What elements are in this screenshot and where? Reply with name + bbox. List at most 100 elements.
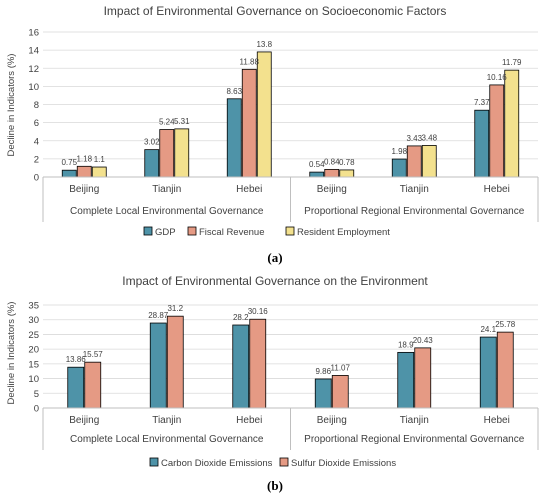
- bar: [84, 361, 102, 409]
- y-tick-label: 14: [28, 46, 39, 57]
- bar: [91, 166, 107, 178]
- group-label: Complete Local Environmental Governance: [70, 206, 264, 217]
- y-tick-label: 12: [28, 64, 39, 75]
- bar: [504, 69, 520, 178]
- bar: [256, 51, 272, 178]
- y-axis-label: Decline in Indicators (%): [6, 302, 17, 405]
- data-label: 5.31: [174, 117, 190, 126]
- x-tick-label: Hebei: [484, 184, 510, 195]
- bar: [241, 68, 257, 178]
- data-label: 31.2: [167, 304, 183, 313]
- y-tick-label: 0: [34, 404, 39, 415]
- data-label: 28.87: [148, 311, 169, 320]
- y-tick-label: 15: [28, 359, 39, 370]
- bar: [309, 171, 325, 178]
- y-tick-label: 2: [34, 154, 39, 165]
- data-label: 1.98: [391, 147, 407, 156]
- bar: [226, 98, 242, 178]
- legend-entry: GDP: [155, 227, 176, 238]
- group-label: Complete Local Environmental Governance: [70, 434, 264, 445]
- y-tick-label: 6: [34, 118, 39, 129]
- group-label: Proportional Regional Environmental Gove…: [304, 434, 525, 445]
- y-tick-label: 20: [28, 345, 39, 356]
- data-label: 10.16: [487, 73, 508, 82]
- data-label: 24.1: [480, 325, 496, 334]
- y-tick-label: 8: [34, 100, 39, 111]
- data-label: 0.78: [339, 158, 355, 167]
- data-label: 30.16: [248, 307, 269, 316]
- data-label: 11.07: [331, 363, 351, 372]
- data-label: 8.63: [226, 87, 242, 96]
- chart-title: Impact of Environmental Governance on th…: [122, 274, 428, 288]
- y-tick-label: 25: [28, 330, 39, 341]
- panel-a-chart: Impact of Environmental Governance on So…: [6, 4, 539, 265]
- data-label: 11.88: [240, 57, 260, 66]
- data-label: 0.54: [309, 160, 325, 169]
- bar: [421, 145, 437, 178]
- data-label: 11.79: [502, 58, 522, 67]
- bar: [149, 322, 167, 409]
- bar: [479, 336, 497, 409]
- bar: [339, 169, 355, 178]
- panel-label: (a): [267, 250, 282, 265]
- bar: [397, 351, 415, 409]
- legend-entry: Resident Employment: [297, 227, 390, 238]
- x-tick-label: Tianjin: [152, 184, 181, 195]
- data-label: 1.1: [94, 155, 106, 164]
- x-tick-label: Hebei: [236, 184, 262, 195]
- bar: [314, 378, 332, 409]
- y-tick-label: 10: [28, 374, 39, 385]
- bar: [489, 84, 505, 178]
- panel-label: (b): [267, 478, 283, 493]
- x-tick-label: Hebei: [484, 415, 510, 426]
- legend-swatch: [285, 226, 295, 236]
- x-tick-label: Beijing: [69, 415, 99, 426]
- data-label: 9.86: [315, 367, 331, 376]
- data-label: 1.18: [76, 154, 92, 163]
- bar: [232, 324, 250, 409]
- bar: [474, 109, 490, 178]
- bar: [174, 128, 190, 178]
- data-label: 20.43: [413, 336, 434, 345]
- bar: [159, 129, 175, 178]
- y-tick-label: 16: [28, 28, 39, 39]
- bar: [249, 318, 267, 409]
- y-tick-label: 10: [28, 82, 39, 93]
- bar: [496, 331, 514, 409]
- data-label: 3.43: [406, 134, 422, 143]
- data-label: 3.02: [144, 138, 160, 147]
- x-tick-label: Hebei: [236, 415, 262, 426]
- bar: [67, 366, 85, 409]
- bar: [61, 169, 77, 178]
- y-tick-label: 35: [28, 301, 39, 312]
- data-label: 13.8: [256, 40, 272, 49]
- x-tick-label: Tianjin: [400, 415, 429, 426]
- group-label: Proportional Regional Environmental Gove…: [304, 206, 525, 217]
- bar: [414, 347, 432, 409]
- bar: [324, 168, 340, 178]
- x-tick-label: Beijing: [317, 415, 347, 426]
- legend-swatch: [279, 457, 289, 467]
- y-tick-label: 5: [34, 389, 39, 400]
- y-axis-label: Decline in Indicators (%): [6, 54, 17, 157]
- bar: [406, 145, 422, 178]
- data-label: 25.78: [495, 320, 516, 329]
- y-tick-label: 0: [34, 173, 39, 184]
- x-tick-label: Tianjin: [400, 184, 429, 195]
- data-label: 5.24: [159, 118, 175, 127]
- x-tick-label: Beijing: [69, 184, 99, 195]
- data-label: 18.9: [398, 340, 414, 349]
- legend-swatch: [187, 226, 197, 236]
- legend-entry: Fiscal Revenue: [199, 227, 264, 238]
- data-label: 3.48: [421, 133, 437, 142]
- x-tick-label: Beijing: [317, 184, 347, 195]
- y-tick-label: 4: [34, 136, 39, 147]
- bar: [144, 149, 160, 178]
- panel-b-chart: Impact of Environmental Governance on th…: [6, 274, 539, 493]
- bar: [331, 375, 349, 409]
- bar: [76, 165, 92, 178]
- data-label: 0.84: [324, 157, 340, 166]
- data-label: 15.57: [83, 350, 104, 359]
- data-label: 0.75: [61, 158, 77, 167]
- data-label: 7.37: [474, 98, 490, 107]
